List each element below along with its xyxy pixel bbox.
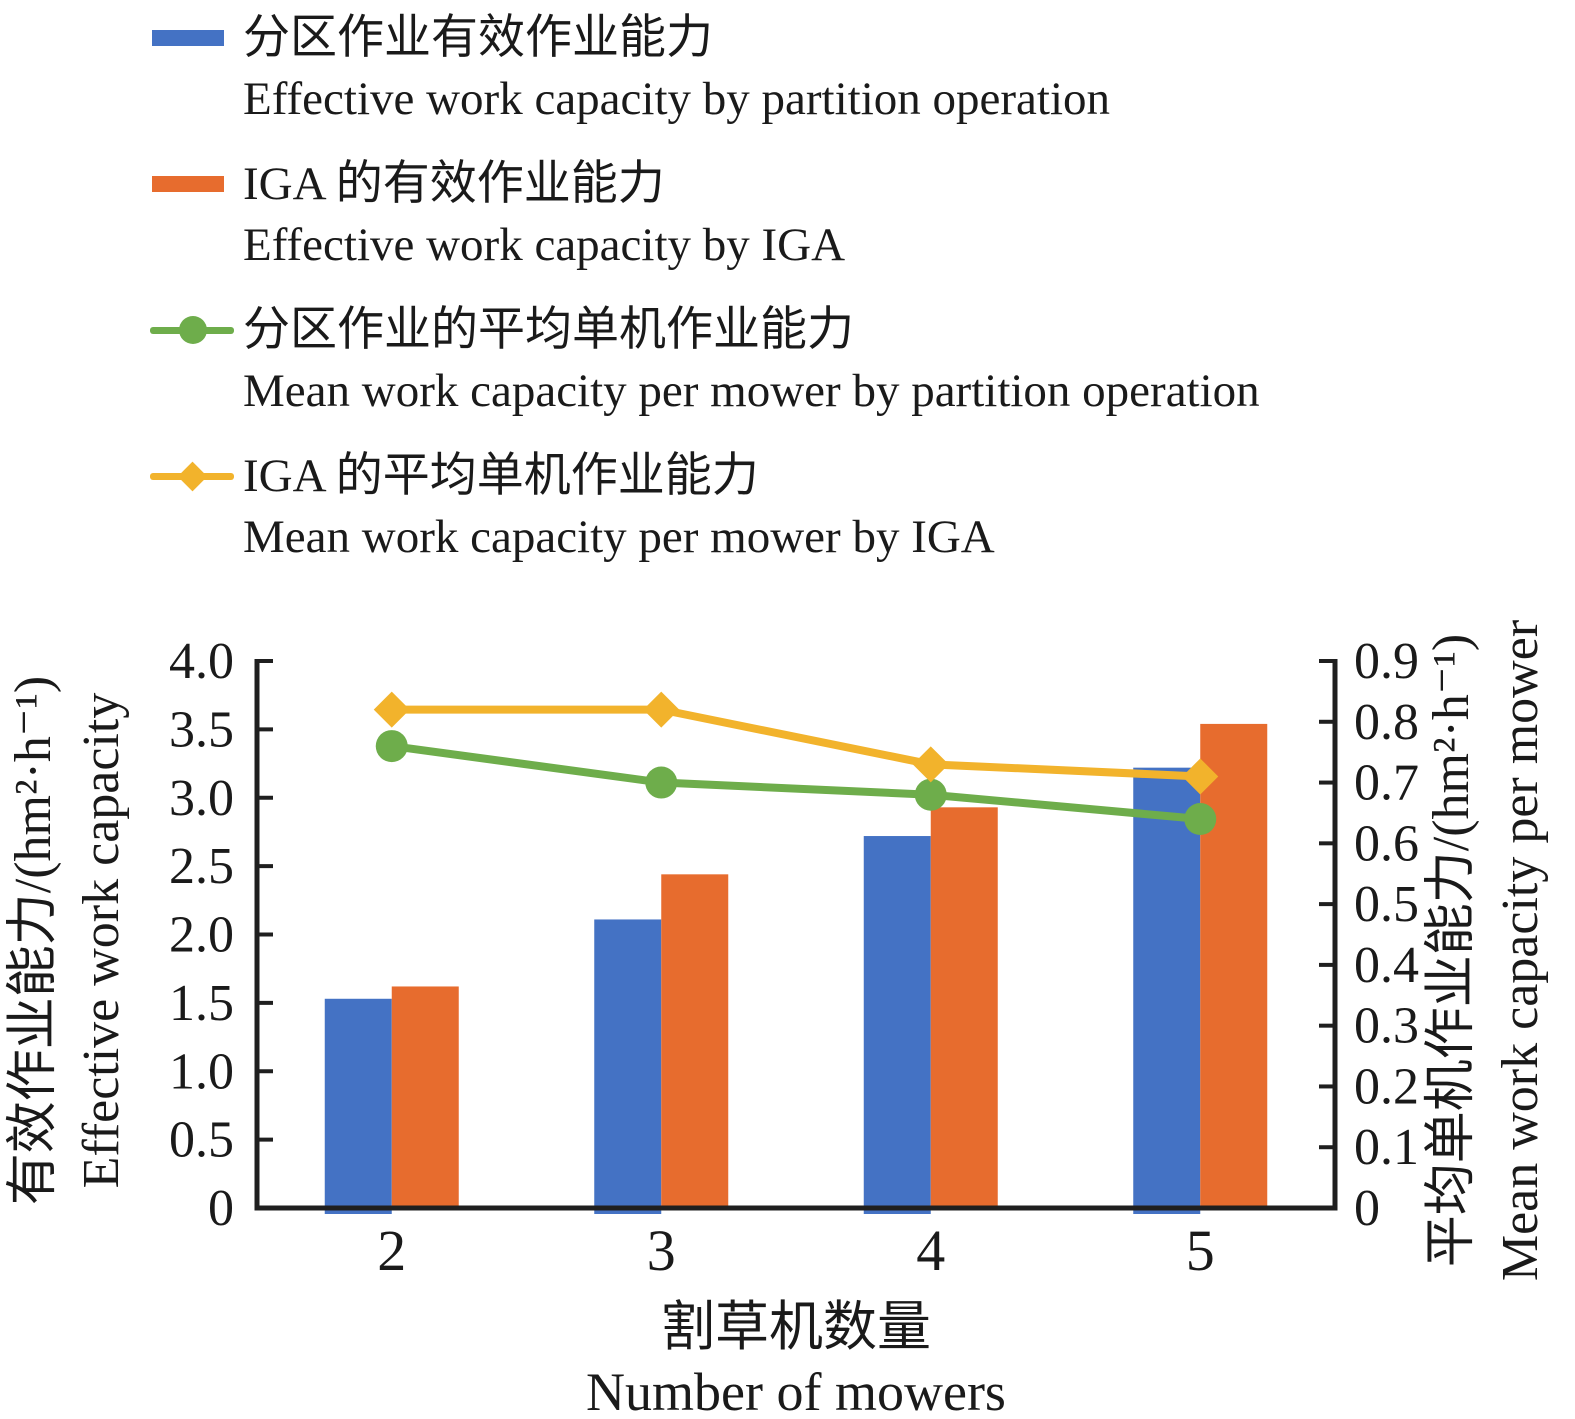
- left-tick-label-2.0: 2.0: [169, 907, 234, 964]
- legend-label-zh: IGA 的有效作业能力: [243, 158, 665, 210]
- bar-iga-2: [391, 986, 459, 1208]
- right-axis-title-en: Mean work capacity per mower: [1492, 620, 1549, 1281]
- legend-label-iga-line: IGA 的平均单机作业能力 Mean work capacity per mow…: [243, 446, 995, 568]
- marker-diamond-iga-2: [373, 691, 410, 728]
- right-tick-label-0: 0: [1354, 1180, 1380, 1237]
- bar-partition-5: [1133, 767, 1201, 1214]
- legend-item-partition-line: 分区作业的平均单机作业能力 Mean work capacity per mow…: [150, 300, 1260, 422]
- marker-circle-partition-4: [914, 778, 947, 811]
- right-tick-label-0.2: 0.2: [1354, 1058, 1419, 1115]
- left-tick-label-1.0: 1.0: [169, 1043, 234, 1100]
- legend-marker-iga-bars: [150, 154, 243, 214]
- x-tick-label-2: 2: [377, 1218, 406, 1283]
- right-tick-label-0.5: 0.5: [1354, 876, 1419, 933]
- line-iga: [391, 705, 1201, 781]
- right-axis-title-zh: 平均单机作业能力/(hm²·h⁻¹): [1423, 634, 1480, 1267]
- legend-label-en: Mean work capacity per mower by IGA: [243, 511, 995, 563]
- legend-label-en: Effective work capacity by IGA: [243, 219, 846, 271]
- legend-label-partition-line: 分区作业的平均单机作业能力 Mean work capacity per mow…: [243, 300, 1260, 422]
- left-axis-title-zh: 有效作业能力/(hm²·h⁻¹): [5, 676, 62, 1205]
- x-axis-title-en: Number of mowers: [586, 1362, 1006, 1419]
- x-tick-label-3: 3: [647, 1218, 676, 1283]
- legend-label-iga-bars: IGA 的有效作业能力 Effective work capacity by I…: [243, 154, 845, 276]
- legend-label-zh: IGA 的平均单机作业能力: [243, 450, 759, 502]
- x-tick-label-4: 4: [916, 1218, 945, 1283]
- bar-iga-3: [661, 874, 729, 1208]
- legend-marker-iga-line: [150, 446, 243, 506]
- right-tick-label-0.7: 0.7: [1354, 755, 1419, 812]
- left-tick-label-2.5: 2.5: [169, 838, 234, 895]
- chart-canvas: 00.51.01.52.02.53.03.54.000.10.20.30.40.…: [5, 620, 1549, 1419]
- marker-diamond-iga-3: [643, 691, 680, 728]
- bar-partition-3: [594, 919, 662, 1214]
- marker-circle-partition-2: [375, 730, 408, 763]
- legend-label-zh: 分区作业的平均单机作业能力: [243, 304, 854, 356]
- legend-item-iga-line: IGA 的平均单机作业能力 Mean work capacity per mow…: [150, 446, 1260, 568]
- right-tick-label-0.3: 0.3: [1354, 998, 1419, 1055]
- bar-partition-2: [324, 998, 392, 1214]
- left-tick-label-3.5: 3.5: [169, 701, 234, 758]
- legend-item-partition-bars: 分区作业有效作业能力 Effective work capacity by pa…: [150, 8, 1260, 130]
- marker-diamond-iga-4: [912, 746, 949, 783]
- legend-label-partition-bars: 分区作业有效作业能力 Effective work capacity by pa…: [243, 8, 1110, 130]
- left-tick-label-3.0: 3.0: [169, 770, 234, 827]
- right-tick-label-0.4: 0.4: [1354, 937, 1419, 994]
- line-partition: [391, 742, 1201, 824]
- left-tick-label-0: 0: [208, 1180, 234, 1237]
- bar-iga-5: [1200, 723, 1268, 1208]
- bar-iga-4: [930, 807, 998, 1208]
- right-tick-label-0.6: 0.6: [1354, 815, 1419, 872]
- blue-bar-swatch-icon: [152, 30, 224, 46]
- left-tick-label-0.5: 0.5: [169, 1112, 234, 1169]
- bar-partition-4: [863, 836, 931, 1214]
- legend-marker-partition-bars: [150, 8, 243, 68]
- x-tick-label-5: 5: [1186, 1218, 1215, 1283]
- left-axis-title-en: Effective work capacity: [73, 693, 130, 1189]
- legend-label-en: Effective work capacity by partition ope…: [243, 73, 1110, 125]
- left-tick-label-4.0: 4.0: [169, 633, 234, 690]
- yellow-diamond-marker-icon: [177, 461, 208, 492]
- legend-label-en: Mean work capacity per mower by partitio…: [243, 365, 1260, 417]
- green-circle-marker-icon: [179, 316, 207, 344]
- legend-label-zh: 分区作业有效作业能力: [243, 12, 713, 64]
- legend-item-iga-bars: IGA 的有效作业能力 Effective work capacity by I…: [150, 154, 1260, 276]
- marker-diamond-iga-5: [1182, 758, 1219, 795]
- x-axis-title-zh: 割草机数量: [661, 1297, 931, 1357]
- right-tick-label-0.8: 0.8: [1354, 694, 1419, 751]
- orange-bar-swatch-icon: [152, 176, 224, 192]
- chart-legend: 分区作业有效作业能力 Effective work capacity by pa…: [150, 8, 1260, 592]
- right-tick-label-0.9: 0.9: [1354, 633, 1419, 690]
- right-tick-label-0.1: 0.1: [1354, 1119, 1419, 1176]
- left-tick-label-1.5: 1.5: [169, 975, 234, 1032]
- marker-circle-partition-3: [645, 766, 678, 799]
- legend-marker-partition-line: [150, 300, 243, 360]
- marker-circle-partition-5: [1184, 803, 1217, 836]
